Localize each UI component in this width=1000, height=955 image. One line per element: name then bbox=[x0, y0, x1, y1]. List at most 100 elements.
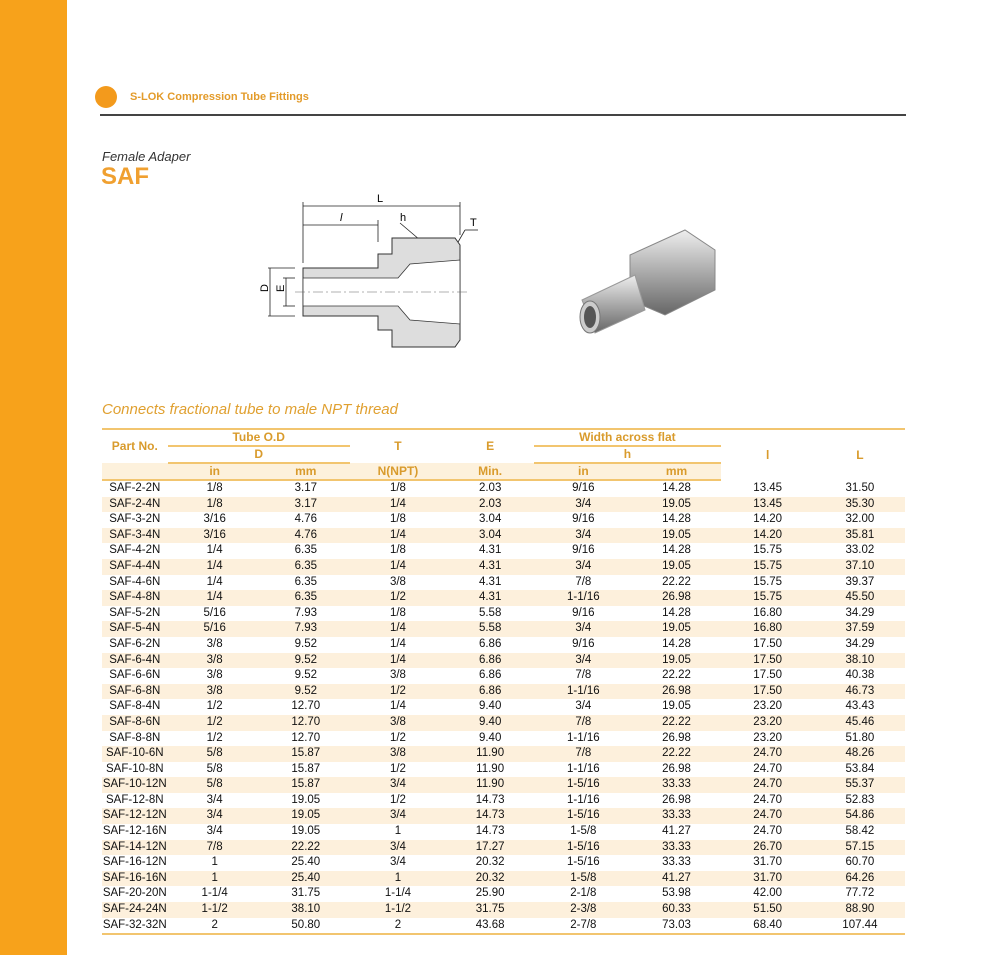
cell-e-min: 14.73 bbox=[475, 809, 505, 822]
cell-h-in: 3/4 bbox=[575, 622, 592, 635]
cell-l: 42.00 bbox=[753, 887, 783, 900]
cell-e-min: 4.31 bbox=[478, 575, 502, 588]
cell-part-no: SAF-32-32N bbox=[102, 918, 167, 931]
cell-tube-in: 1/8 bbox=[206, 497, 223, 510]
cell-tube-mm: 9.52 bbox=[294, 653, 317, 666]
cell-tube-mm: 9.52 bbox=[294, 684, 317, 697]
cell-part-no: SAF-3-4N bbox=[109, 528, 161, 541]
cell-tube-in: 5/8 bbox=[206, 747, 223, 760]
cell-h-mm: 14.28 bbox=[662, 606, 691, 619]
cell-tube-in: 1 bbox=[211, 856, 218, 869]
cell-h-in: 9/16 bbox=[572, 606, 595, 619]
cell-tube-mm: 4.76 bbox=[294, 528, 317, 541]
cell-part-no: SAF-8-4N bbox=[109, 700, 161, 713]
cell-h-in: 3/4 bbox=[575, 653, 592, 666]
cell-h-in: 9/16 bbox=[572, 544, 595, 557]
header-h-mm: mm bbox=[632, 463, 721, 481]
cell-h-mm: 33.33 bbox=[662, 809, 691, 822]
label-l: l bbox=[340, 212, 343, 224]
cell-tube-mm: 15.87 bbox=[291, 778, 321, 791]
caption: Connects fractional tube to male NPT thr… bbox=[102, 401, 398, 418]
cell-l: 24.70 bbox=[753, 778, 783, 791]
cell-thread: 1/4 bbox=[389, 700, 406, 713]
cell-l: 13.45 bbox=[753, 497, 783, 510]
cell-tube-mm: 50.80 bbox=[291, 918, 321, 931]
cell-tube-mm: 3.17 bbox=[294, 482, 317, 494]
cell-h-mm: 19.05 bbox=[662, 497, 691, 510]
cell-e-min: 5.58 bbox=[478, 606, 502, 619]
brand-dot-icon bbox=[95, 86, 117, 108]
header-min: Min. bbox=[446, 463, 535, 481]
table-row: SAF-3-4N 3/16 4.76 1/4 3.04 3/4 19.05 14.20 35.8… bbox=[102, 527, 905, 544]
cell-l: 23.20 bbox=[753, 731, 783, 744]
cell-tube-mm: 19.05 bbox=[291, 793, 321, 806]
cell-thread: 1-1/4 bbox=[384, 887, 412, 900]
table-row: SAF-3-2N 3/16 4.76 1/8 3.04 9/16 14.28 14.20 32.… bbox=[102, 512, 905, 528]
cell-e-min: 6.86 bbox=[478, 669, 502, 682]
cell-L: 35.30 bbox=[845, 497, 875, 510]
cell-e-min: 11.90 bbox=[476, 762, 505, 775]
cell-L: 40.38 bbox=[845, 669, 875, 682]
cell-L: 53.84 bbox=[845, 762, 875, 775]
cell-part-no: SAF-12-12N bbox=[102, 809, 167, 822]
header-tube-od: Tube O.D bbox=[167, 429, 350, 447]
cell-l: 14.20 bbox=[753, 513, 783, 526]
cell-part-no: SAF-8-8N bbox=[109, 731, 161, 744]
cell-tube-mm: 6.35 bbox=[294, 544, 317, 557]
table-row: SAF-2-4N 1/8 3.17 1/4 2.03 3/4 19.05 13.45 35.30 bbox=[102, 496, 905, 513]
cell-h-mm: 19.05 bbox=[662, 559, 691, 572]
header-l-total: L bbox=[856, 447, 864, 462]
brand-title: S-LOK Compression Tube Fittings bbox=[130, 91, 309, 103]
cell-l: 17.50 bbox=[753, 653, 783, 666]
cell-L: 38.10 bbox=[845, 653, 875, 666]
cell-thread: 1/4 bbox=[389, 653, 406, 666]
cell-part-no: SAF-10-8N bbox=[106, 762, 164, 775]
cell-h-mm: 22.22 bbox=[662, 669, 691, 682]
cell-tube-in: 1/2 bbox=[206, 731, 223, 744]
cell-L: 58.42 bbox=[845, 825, 875, 838]
cell-tube-in: 1/8 bbox=[206, 482, 223, 494]
cell-part-no: SAF-4-8N bbox=[109, 591, 161, 604]
cell-part-no: SAF-6-6N bbox=[109, 669, 161, 682]
table-row: SAF-12-12N 3/4 19.05 3/4 14.73 1-5/16 33.33 24.… bbox=[102, 808, 905, 825]
cell-e-min: 20.32 bbox=[475, 856, 505, 869]
table-row: SAF-5-4N 5/16 7.93 1/4 5.58 3/4 19.05 16.80 37.5… bbox=[102, 621, 905, 637]
cell-h-in: 1-5/8 bbox=[570, 825, 597, 838]
cell-tube-in: 1/4 bbox=[206, 559, 223, 572]
cell-h-in: 3/4 bbox=[575, 528, 592, 541]
cell-e-min: 3.04 bbox=[478, 528, 502, 541]
table-row: SAF-6-8N 3/8 9.52 1/2 6.86 1-1/16 26.98 17.50 46… bbox=[102, 683, 905, 700]
cell-tube-in: 1/2 bbox=[206, 715, 223, 728]
cell-h-mm: 26.98 bbox=[662, 731, 691, 744]
cell-tube-in: 7/8 bbox=[206, 840, 223, 853]
cell-tube-mm: 25.40 bbox=[291, 856, 321, 869]
cell-tube-in: 1-1/4 bbox=[201, 887, 228, 900]
cell-L: 77.72 bbox=[845, 887, 875, 900]
cell-h-mm: 26.98 bbox=[662, 762, 691, 775]
cell-l: 24.70 bbox=[753, 825, 783, 838]
header-part-no: Part No. bbox=[111, 439, 158, 453]
cell-tube-mm: 7.93 bbox=[294, 622, 317, 635]
cell-thread: 1/2 bbox=[389, 762, 406, 775]
cell-l: 23.20 bbox=[753, 715, 783, 728]
table-row: SAF-24-24N 1-1/2 38.10 1-1/2 31.75 2-3/8 60.33… bbox=[102, 902, 905, 918]
cell-thread: 1-1/2 bbox=[384, 903, 412, 916]
cell-thread: 2 bbox=[394, 918, 402, 931]
cell-part-no: SAF-5-2N bbox=[109, 606, 161, 619]
cell-L: 55.37 bbox=[845, 778, 875, 791]
table-row: SAF-8-6N 1/2 12.70 3/8 9.40 7/8 22.22 23.20 45.4… bbox=[102, 714, 905, 731]
cell-h-in: 1-1/16 bbox=[567, 591, 600, 604]
cell-L: 39.37 bbox=[845, 575, 875, 588]
cell-tube-in: 3/4 bbox=[206, 793, 223, 806]
cell-part-no: SAF-4-2N bbox=[109, 544, 161, 557]
cell-l: 14.20 bbox=[753, 528, 783, 541]
table-row: SAF-5-2N 5/16 7.93 1/8 5.58 9/16 14.28 16.80 34.… bbox=[102, 606, 905, 622]
cell-l: 15.75 bbox=[753, 559, 783, 572]
table-row: SAF-4-4N 1/4 6.35 1/4 4.31 3/4 19.05 15.75 37.10 bbox=[102, 558, 905, 575]
cell-tube-mm: 9.52 bbox=[294, 669, 317, 682]
cell-h-mm: 33.33 bbox=[662, 840, 691, 853]
cell-l: 24.70 bbox=[753, 809, 783, 822]
cell-l: 24.70 bbox=[753, 762, 783, 775]
cell-L: 43.43 bbox=[845, 700, 875, 713]
cell-h-mm: 26.98 bbox=[662, 684, 691, 697]
